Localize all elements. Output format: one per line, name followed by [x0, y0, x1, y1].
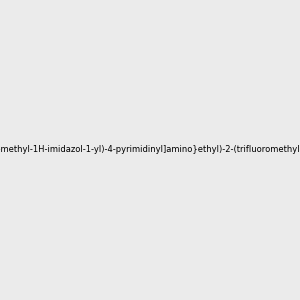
Text: N-(2-{[6-(2-methyl-1H-imidazol-1-yl)-4-pyrimidinyl]amino}ethyl)-2-(trifluorometh: N-(2-{[6-(2-methyl-1H-imidazol-1-yl)-4-p…	[0, 146, 300, 154]
